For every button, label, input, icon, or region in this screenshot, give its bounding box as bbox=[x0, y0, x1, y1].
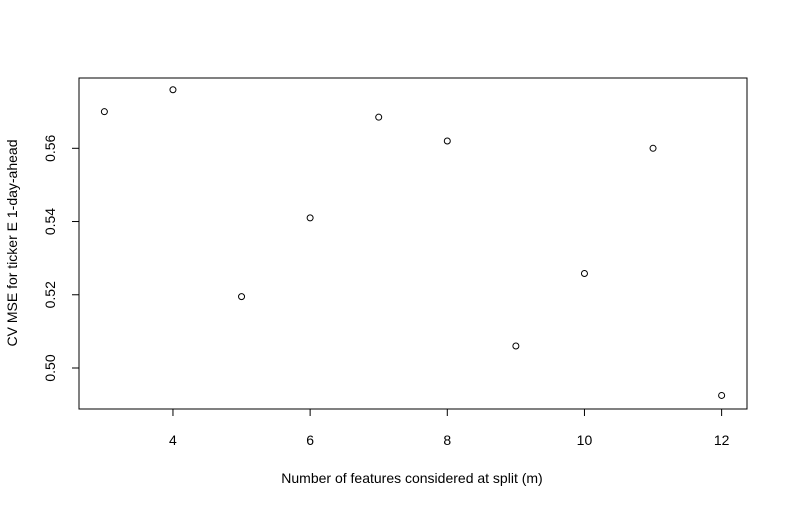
data-point bbox=[238, 293, 246, 301]
y-tick-label: 0.56 bbox=[42, 134, 58, 161]
data-point bbox=[100, 108, 108, 116]
data-point bbox=[169, 86, 177, 94]
y-tick-label: 0.50 bbox=[42, 354, 58, 381]
y-tick-label: 0.52 bbox=[42, 281, 58, 308]
x-axis: 4 6 8 10 12 bbox=[169, 409, 730, 448]
data-points bbox=[100, 86, 726, 399]
x-tick-label: 8 bbox=[443, 432, 451, 448]
y-axis: 0.50 0.52 0.54 0.56 bbox=[42, 134, 79, 382]
x-tick-label: 12 bbox=[714, 432, 730, 448]
data-point bbox=[306, 214, 314, 222]
x-axis-label: Number of features considered at split (… bbox=[281, 470, 542, 486]
x-tick-label: 10 bbox=[577, 432, 593, 448]
y-axis-label: CV MSE for ticker E 1-day-ahead bbox=[4, 140, 20, 347]
y-tick-label: 0.54 bbox=[42, 208, 58, 235]
data-point bbox=[375, 113, 383, 121]
data-point bbox=[718, 391, 726, 399]
data-point bbox=[649, 144, 657, 152]
data-point bbox=[443, 137, 451, 145]
plot-frame bbox=[78, 77, 748, 410]
x-tick-label: 4 bbox=[169, 432, 177, 448]
data-point bbox=[512, 342, 520, 350]
data-point bbox=[580, 270, 588, 278]
x-tick-label: 6 bbox=[306, 432, 314, 448]
